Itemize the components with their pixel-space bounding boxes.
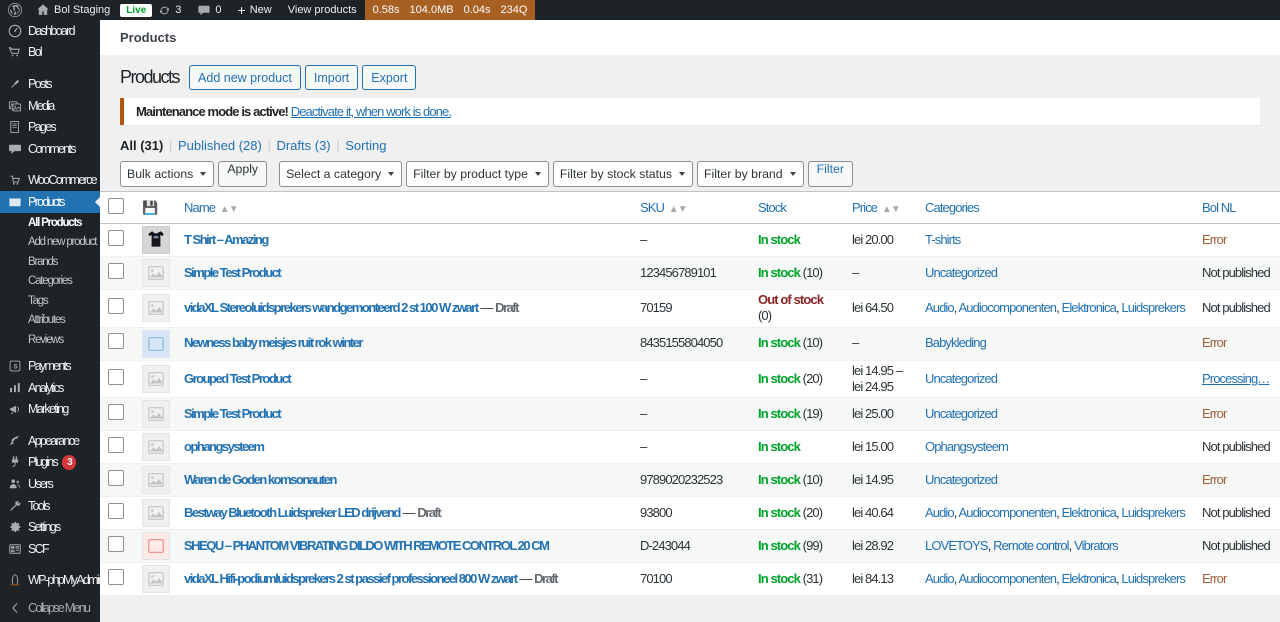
svg-text:S: S [14,364,18,370]
